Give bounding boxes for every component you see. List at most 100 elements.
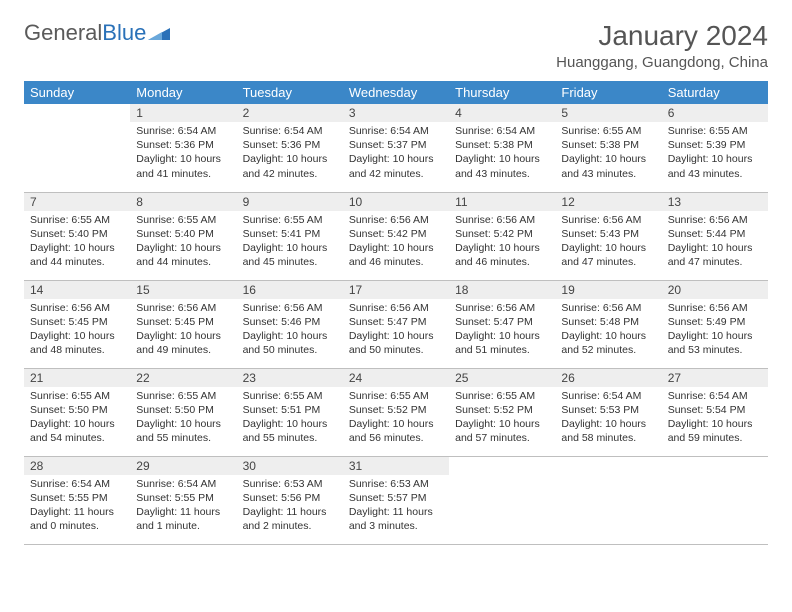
- day-details: Sunrise: 6:54 AMSunset: 5:55 PMDaylight:…: [24, 475, 130, 538]
- day-details: Sunrise: 6:56 AMSunset: 5:46 PMDaylight:…: [237, 299, 343, 362]
- calendar-cell: 15Sunrise: 6:56 AMSunset: 5:45 PMDayligh…: [130, 280, 236, 368]
- day-number: 23: [237, 369, 343, 387]
- calendar-cell: 20Sunrise: 6:56 AMSunset: 5:49 PMDayligh…: [662, 280, 768, 368]
- calendar-row: 1Sunrise: 6:54 AMSunset: 5:36 PMDaylight…: [24, 104, 768, 192]
- day-number: 4: [449, 104, 555, 122]
- day-details: Sunrise: 6:54 AMSunset: 5:37 PMDaylight:…: [343, 122, 449, 185]
- day-number: 2: [237, 104, 343, 122]
- day-number: 28: [24, 457, 130, 475]
- calendar-cell: 11Sunrise: 6:56 AMSunset: 5:42 PMDayligh…: [449, 192, 555, 280]
- day-number: 14: [24, 281, 130, 299]
- day-details: Sunrise: 6:54 AMSunset: 5:36 PMDaylight:…: [130, 122, 236, 185]
- day-details: Sunrise: 6:54 AMSunset: 5:54 PMDaylight:…: [662, 387, 768, 450]
- calendar-cell: [555, 456, 661, 544]
- day-number: 7: [24, 193, 130, 211]
- day-details: Sunrise: 6:55 AMSunset: 5:52 PMDaylight:…: [343, 387, 449, 450]
- logo-text-gray: General: [24, 20, 102, 46]
- calendar-row: 7Sunrise: 6:55 AMSunset: 5:40 PMDaylight…: [24, 192, 768, 280]
- day-number: 20: [662, 281, 768, 299]
- logo-triangle-icon: [148, 20, 170, 46]
- day-details: Sunrise: 6:56 AMSunset: 5:45 PMDaylight:…: [24, 299, 130, 362]
- calendar-cell: 1Sunrise: 6:54 AMSunset: 5:36 PMDaylight…: [130, 104, 236, 192]
- day-details: Sunrise: 6:55 AMSunset: 5:39 PMDaylight:…: [662, 122, 768, 185]
- day-details: Sunrise: 6:54 AMSunset: 5:36 PMDaylight:…: [237, 122, 343, 185]
- day-number: 17: [343, 281, 449, 299]
- weekday-header: Thursday: [449, 81, 555, 104]
- day-details: Sunrise: 6:56 AMSunset: 5:42 PMDaylight:…: [449, 211, 555, 274]
- day-number: 11: [449, 193, 555, 211]
- calendar-cell: 4Sunrise: 6:54 AMSunset: 5:38 PMDaylight…: [449, 104, 555, 192]
- calendar-cell: 31Sunrise: 6:53 AMSunset: 5:57 PMDayligh…: [343, 456, 449, 544]
- weekday-header: Sunday: [24, 81, 130, 104]
- day-details: Sunrise: 6:56 AMSunset: 5:49 PMDaylight:…: [662, 299, 768, 362]
- day-number: 30: [237, 457, 343, 475]
- month-title: January 2024: [556, 20, 768, 52]
- calendar-table: SundayMondayTuesdayWednesdayThursdayFrid…: [24, 81, 768, 545]
- calendar-cell: 2Sunrise: 6:54 AMSunset: 5:36 PMDaylight…: [237, 104, 343, 192]
- day-details: Sunrise: 6:56 AMSunset: 5:44 PMDaylight:…: [662, 211, 768, 274]
- calendar-cell: 18Sunrise: 6:56 AMSunset: 5:47 PMDayligh…: [449, 280, 555, 368]
- calendar-cell: 13Sunrise: 6:56 AMSunset: 5:44 PMDayligh…: [662, 192, 768, 280]
- calendar-cell: 23Sunrise: 6:55 AMSunset: 5:51 PMDayligh…: [237, 368, 343, 456]
- calendar-cell: 5Sunrise: 6:55 AMSunset: 5:38 PMDaylight…: [555, 104, 661, 192]
- day-details: Sunrise: 6:56 AMSunset: 5:42 PMDaylight:…: [343, 211, 449, 274]
- day-details: Sunrise: 6:55 AMSunset: 5:50 PMDaylight:…: [130, 387, 236, 450]
- day-number: 13: [662, 193, 768, 211]
- day-details: Sunrise: 6:53 AMSunset: 5:57 PMDaylight:…: [343, 475, 449, 538]
- day-details: Sunrise: 6:55 AMSunset: 5:52 PMDaylight:…: [449, 387, 555, 450]
- day-number: 19: [555, 281, 661, 299]
- day-number: 9: [237, 193, 343, 211]
- calendar-cell: 22Sunrise: 6:55 AMSunset: 5:50 PMDayligh…: [130, 368, 236, 456]
- day-number: 18: [449, 281, 555, 299]
- day-number: 3: [343, 104, 449, 122]
- day-details: Sunrise: 6:55 AMSunset: 5:41 PMDaylight:…: [237, 211, 343, 274]
- day-details: Sunrise: 6:55 AMSunset: 5:51 PMDaylight:…: [237, 387, 343, 450]
- day-details: Sunrise: 6:54 AMSunset: 5:55 PMDaylight:…: [130, 475, 236, 538]
- day-details: Sunrise: 6:55 AMSunset: 5:40 PMDaylight:…: [130, 211, 236, 274]
- day-number: 12: [555, 193, 661, 211]
- weekday-header: Tuesday: [237, 81, 343, 104]
- calendar-cell: 10Sunrise: 6:56 AMSunset: 5:42 PMDayligh…: [343, 192, 449, 280]
- day-number: 22: [130, 369, 236, 387]
- location: Huanggang, Guangdong, China: [556, 54, 768, 71]
- day-number: 16: [237, 281, 343, 299]
- day-number: 25: [449, 369, 555, 387]
- calendar-cell: 9Sunrise: 6:55 AMSunset: 5:41 PMDaylight…: [237, 192, 343, 280]
- calendar-cell: 26Sunrise: 6:54 AMSunset: 5:53 PMDayligh…: [555, 368, 661, 456]
- day-details: Sunrise: 6:56 AMSunset: 5:45 PMDaylight:…: [130, 299, 236, 362]
- calendar-cell: 21Sunrise: 6:55 AMSunset: 5:50 PMDayligh…: [24, 368, 130, 456]
- day-number: 21: [24, 369, 130, 387]
- day-details: Sunrise: 6:54 AMSunset: 5:38 PMDaylight:…: [449, 122, 555, 185]
- calendar-cell: 25Sunrise: 6:55 AMSunset: 5:52 PMDayligh…: [449, 368, 555, 456]
- header: GeneralBlue January 2024 Huanggang, Guan…: [24, 20, 768, 71]
- calendar-cell: 17Sunrise: 6:56 AMSunset: 5:47 PMDayligh…: [343, 280, 449, 368]
- day-details: Sunrise: 6:55 AMSunset: 5:50 PMDaylight:…: [24, 387, 130, 450]
- day-details: Sunrise: 6:56 AMSunset: 5:43 PMDaylight:…: [555, 211, 661, 274]
- day-details: Sunrise: 6:55 AMSunset: 5:40 PMDaylight:…: [24, 211, 130, 274]
- calendar-cell: 16Sunrise: 6:56 AMSunset: 5:46 PMDayligh…: [237, 280, 343, 368]
- calendar-row: 21Sunrise: 6:55 AMSunset: 5:50 PMDayligh…: [24, 368, 768, 456]
- weekday-header: Saturday: [662, 81, 768, 104]
- calendar-cell: 19Sunrise: 6:56 AMSunset: 5:48 PMDayligh…: [555, 280, 661, 368]
- day-details: Sunrise: 6:53 AMSunset: 5:56 PMDaylight:…: [237, 475, 343, 538]
- logo-text-blue: Blue: [102, 20, 146, 46]
- day-number: 6: [662, 104, 768, 122]
- day-details: Sunrise: 6:56 AMSunset: 5:48 PMDaylight:…: [555, 299, 661, 362]
- calendar-cell: 7Sunrise: 6:55 AMSunset: 5:40 PMDaylight…: [24, 192, 130, 280]
- day-number: 26: [555, 369, 661, 387]
- calendar-cell: 12Sunrise: 6:56 AMSunset: 5:43 PMDayligh…: [555, 192, 661, 280]
- calendar-cell: 29Sunrise: 6:54 AMSunset: 5:55 PMDayligh…: [130, 456, 236, 544]
- calendar-cell: 8Sunrise: 6:55 AMSunset: 5:40 PMDaylight…: [130, 192, 236, 280]
- weekday-header: Friday: [555, 81, 661, 104]
- calendar-cell: 6Sunrise: 6:55 AMSunset: 5:39 PMDaylight…: [662, 104, 768, 192]
- calendar-cell: [24, 104, 130, 192]
- day-details: Sunrise: 6:56 AMSunset: 5:47 PMDaylight:…: [449, 299, 555, 362]
- calendar-cell: [662, 456, 768, 544]
- calendar-cell: 27Sunrise: 6:54 AMSunset: 5:54 PMDayligh…: [662, 368, 768, 456]
- calendar-cell: 14Sunrise: 6:56 AMSunset: 5:45 PMDayligh…: [24, 280, 130, 368]
- day-details: Sunrise: 6:55 AMSunset: 5:38 PMDaylight:…: [555, 122, 661, 185]
- day-number: 27: [662, 369, 768, 387]
- weekday-header: Wednesday: [343, 81, 449, 104]
- day-number: 8: [130, 193, 236, 211]
- day-number: 1: [130, 104, 236, 122]
